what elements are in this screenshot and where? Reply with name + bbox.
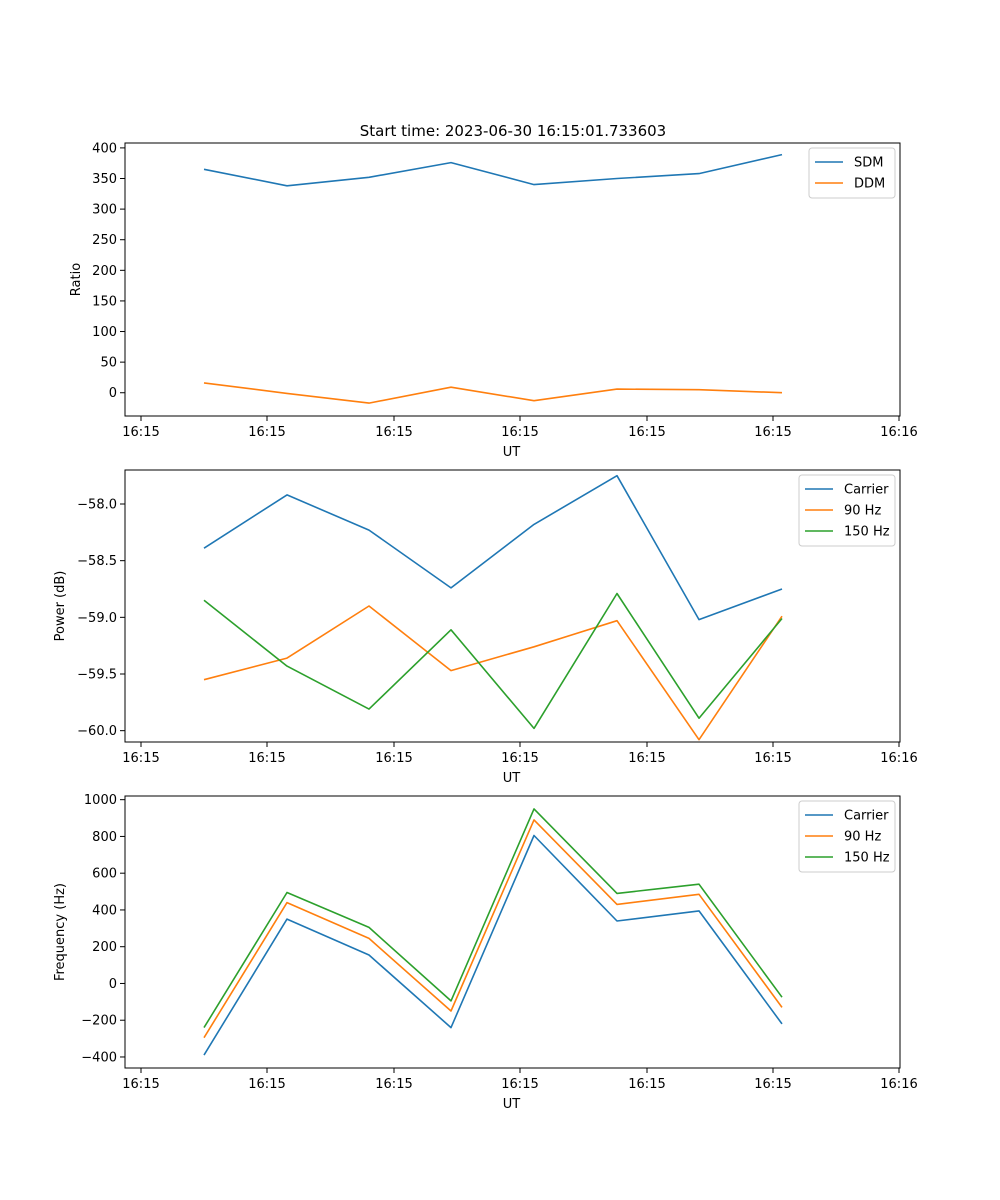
y-tick-label: 150	[92, 294, 117, 309]
x-tick-label: 16:15	[375, 425, 412, 440]
legend-box	[808, 147, 896, 199]
x-tick-label: 16:15	[248, 1077, 285, 1092]
legend-label: Carrier	[844, 483, 889, 498]
x-tick-label: 16:15	[754, 1077, 791, 1092]
y-tick-label: 0	[109, 386, 117, 401]
y-tick-label: 350	[92, 172, 117, 187]
legend-label: 90 Hz	[844, 504, 881, 519]
y-tick-label: −58.0	[77, 498, 117, 513]
series-line-150-hz	[203, 808, 783, 1029]
legend-box	[798, 800, 896, 873]
x-tick-label: 16:15	[628, 751, 665, 766]
y-tick-label: 50	[100, 356, 117, 371]
x-tick-label: 16:15	[122, 425, 159, 440]
chart-panel-3: 16:15 16:15 16:15 16:15 16:15 16:15 16:16 −400 −…	[53, 793, 918, 1112]
legend-label: 150 Hz	[844, 851, 890, 866]
x-tick-label: 16:15	[501, 751, 538, 766]
y-tick-label: 400	[92, 903, 117, 918]
x-tick-label: 16:15	[754, 751, 791, 766]
x-axis-label: UT	[503, 771, 521, 786]
legend-label: SDM	[854, 156, 883, 171]
y-tick-label: 200	[92, 264, 117, 279]
chart-panel-2: 16:15 16:15 16:15 16:15 16:15 16:15 16:16 −60.0…	[53, 469, 918, 786]
x-tick-label: 16:15	[122, 751, 159, 766]
y-tick-label: 100	[92, 325, 117, 340]
x-tick-label: 16:16	[880, 1077, 917, 1092]
series-line-carrier	[203, 474, 783, 621]
plot-frame	[124, 142, 901, 417]
x-tick-label: 16:15	[248, 425, 285, 440]
y-tick-label: 300	[92, 203, 117, 218]
y-tick-label: −400	[81, 1050, 117, 1065]
x-tick-label: 16:15	[375, 1077, 412, 1092]
x-tick-label: 16:15	[375, 751, 412, 766]
x-tick-label: 16:15	[628, 425, 665, 440]
x-axis-label: UT	[503, 1097, 521, 1112]
y-axis-label: Power (dB)	[53, 571, 68, 642]
x-tick-label: 16:16	[880, 425, 917, 440]
y-tick-label: −59.0	[77, 611, 117, 626]
figure-title: Start time: 2023-06-30 16:15:01.733603	[360, 122, 666, 140]
series-line-90-hz	[203, 605, 783, 741]
x-axis-label: UT	[503, 445, 521, 460]
y-tick-label: 1000	[84, 793, 117, 808]
legend-label: 90 Hz	[844, 830, 881, 845]
series-line-carrier	[203, 834, 783, 1056]
x-tick-label: 16:15	[248, 751, 285, 766]
legend: Carrier 90 Hz 150 Hz	[798, 800, 896, 873]
x-tick-label: 16:16	[880, 751, 917, 766]
y-axis-label: Ratio	[69, 263, 84, 296]
x-tick-label: 16:15	[122, 1077, 159, 1092]
legend: SDM DDM	[808, 147, 896, 199]
series-line-ddm	[203, 382, 783, 404]
y-tick-label: 250	[92, 233, 117, 248]
x-tick-label: 16:15	[501, 425, 538, 440]
y-tick-label: −200	[81, 1014, 117, 1029]
y-tick-label: 400	[92, 141, 117, 156]
y-tick-label: 0	[109, 977, 117, 992]
series-line-90-hz	[203, 819, 783, 1039]
legend-label: Carrier	[844, 809, 889, 824]
y-tick-label: −58.5	[77, 554, 117, 569]
y-tick-label: 800	[92, 830, 117, 845]
charts-container: 16:15 16:15 16:15 16:15 16:15 16:15 16:16 0 50 10…	[53, 141, 918, 1112]
y-tick-label: −59.5	[77, 668, 117, 683]
x-tick-label: 16:15	[501, 1077, 538, 1092]
series-line-150-hz	[203, 592, 783, 730]
plot-frame	[124, 795, 901, 1069]
chart-panel-1: 16:15 16:15 16:15 16:15 16:15 16:15 16:16 0 50 10…	[69, 141, 918, 460]
x-tick-label: 16:15	[628, 1077, 665, 1092]
legend-box	[798, 474, 896, 547]
legend-label: DDM	[854, 177, 885, 192]
x-tick-label: 16:15	[754, 425, 791, 440]
y-axis-label: Frequency (Hz)	[53, 883, 68, 981]
legend-label: 150 Hz	[844, 525, 890, 540]
legend: Carrier 90 Hz 150 Hz	[798, 474, 896, 547]
plot-frame	[124, 469, 901, 743]
y-tick-label: 600	[92, 867, 117, 882]
y-tick-label: 200	[92, 940, 117, 955]
series-line-sdm	[203, 153, 783, 187]
y-tick-label: −60.0	[77, 724, 117, 739]
